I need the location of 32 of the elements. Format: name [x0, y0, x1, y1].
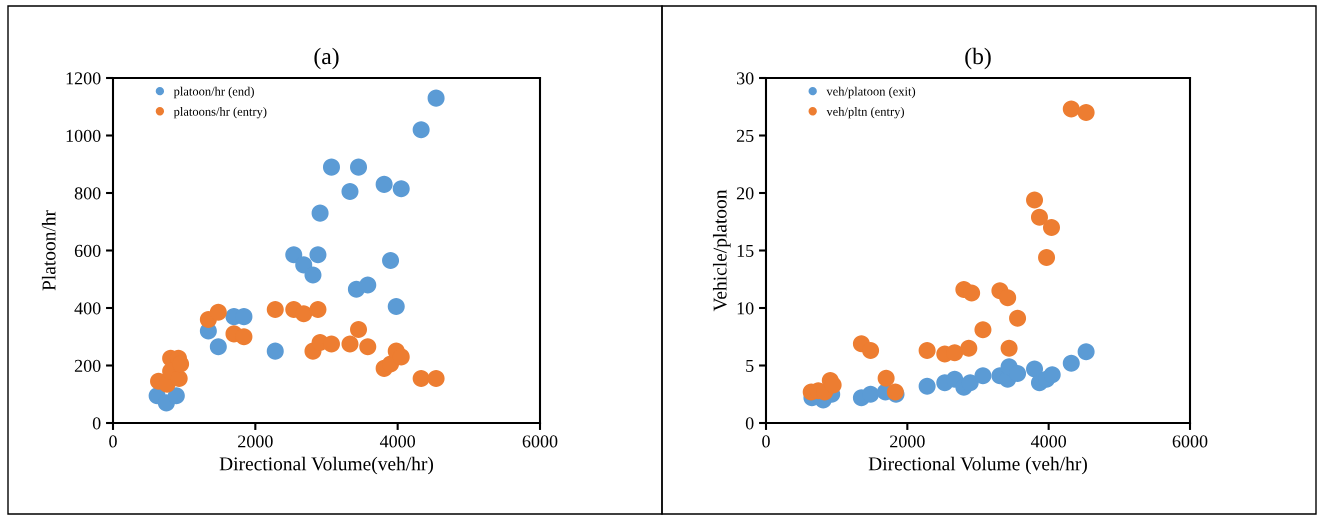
- chart-title: (b): [965, 47, 991, 70]
- x-axis-title: Directional Volume (veh/hr): [868, 456, 1087, 475]
- y-tick-label: 20: [736, 187, 754, 200]
- legend-label: veh/pltn (entry): [826, 106, 904, 119]
- y-tick-label: 25: [736, 129, 754, 142]
- chart-title: (a): [314, 47, 339, 70]
- x-tick-label: 0: [762, 435, 770, 448]
- y-tick-label: 1200: [66, 72, 101, 85]
- y-tick-label: 15: [737, 244, 754, 257]
- y-axis-title: Platoon/hr: [41, 210, 56, 291]
- x-tick-label: 4000: [379, 435, 416, 448]
- y-tick-label: 800: [74, 187, 101, 200]
- y-tick-label: 200: [74, 359, 101, 372]
- x-tick-label: 2000: [238, 435, 273, 448]
- y-tick-label: 400: [74, 302, 101, 315]
- x-tick-label: 6000: [522, 435, 558, 448]
- y-tick-label: 0: [92, 417, 101, 430]
- legend-label: veh/platoon (exit): [826, 86, 916, 99]
- x-tick-label: 4000: [1030, 435, 1067, 448]
- y-tick-label: 5: [746, 359, 754, 372]
- legend-label: platoons/hr (entry): [173, 106, 267, 119]
- y-axis-title: Vehicle/platoon: [712, 189, 731, 312]
- x-tick-label: 6000: [1172, 435, 1208, 448]
- x-tick-label: 2000: [890, 435, 925, 448]
- y-tick-label: 30: [737, 72, 754, 85]
- y-tick-label: 600: [74, 244, 101, 257]
- x-axis-title: Directional Volume(veh/hr): [219, 456, 434, 475]
- x-tick-label: 0: [109, 435, 117, 448]
- y-tick-label: 10: [737, 302, 754, 315]
- y-tick-label: 1000: [66, 129, 101, 142]
- legend-label: platoon/hr (end): [173, 86, 254, 99]
- y-tick-label: 0: [745, 417, 754, 430]
